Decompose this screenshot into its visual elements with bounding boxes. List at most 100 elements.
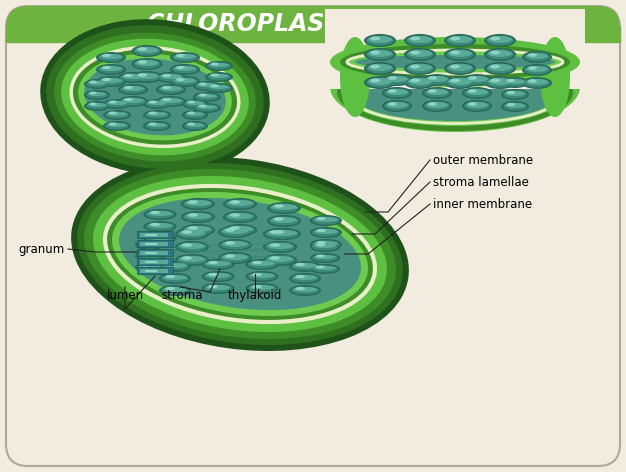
Ellipse shape	[120, 98, 146, 106]
Ellipse shape	[103, 121, 131, 131]
Ellipse shape	[193, 81, 221, 91]
Ellipse shape	[267, 228, 301, 240]
Ellipse shape	[267, 215, 301, 227]
Ellipse shape	[158, 85, 184, 93]
Ellipse shape	[295, 287, 305, 290]
Ellipse shape	[488, 50, 512, 57]
Ellipse shape	[122, 98, 144, 103]
Ellipse shape	[225, 226, 255, 235]
Ellipse shape	[388, 76, 397, 80]
Ellipse shape	[462, 100, 492, 112]
Ellipse shape	[138, 60, 147, 64]
Ellipse shape	[274, 204, 284, 208]
Ellipse shape	[141, 253, 150, 255]
Ellipse shape	[202, 271, 235, 282]
Ellipse shape	[247, 285, 277, 293]
Ellipse shape	[208, 273, 218, 276]
Ellipse shape	[270, 243, 280, 247]
Ellipse shape	[148, 111, 157, 115]
Ellipse shape	[340, 44, 570, 80]
Ellipse shape	[88, 81, 106, 85]
Ellipse shape	[368, 78, 392, 85]
Ellipse shape	[148, 211, 173, 216]
Ellipse shape	[170, 64, 200, 75]
Ellipse shape	[269, 217, 299, 226]
Ellipse shape	[426, 89, 448, 95]
Ellipse shape	[227, 213, 253, 219]
Ellipse shape	[138, 47, 147, 51]
Ellipse shape	[156, 84, 186, 95]
Ellipse shape	[340, 37, 370, 117]
Ellipse shape	[270, 256, 280, 260]
Ellipse shape	[133, 73, 160, 82]
Ellipse shape	[462, 87, 492, 99]
Ellipse shape	[197, 83, 217, 87]
Ellipse shape	[310, 253, 340, 263]
Ellipse shape	[506, 91, 515, 94]
Ellipse shape	[252, 285, 262, 288]
Ellipse shape	[428, 76, 437, 80]
Ellipse shape	[185, 200, 211, 206]
Ellipse shape	[160, 86, 182, 91]
Ellipse shape	[198, 83, 207, 85]
Ellipse shape	[505, 91, 525, 96]
Ellipse shape	[198, 104, 207, 108]
Ellipse shape	[122, 86, 144, 91]
Ellipse shape	[103, 99, 131, 109]
Ellipse shape	[310, 239, 342, 250]
Ellipse shape	[486, 64, 514, 74]
Ellipse shape	[468, 89, 477, 93]
Ellipse shape	[100, 54, 122, 59]
Ellipse shape	[145, 123, 169, 129]
Ellipse shape	[170, 52, 200, 63]
FancyBboxPatch shape	[6, 6, 620, 466]
Ellipse shape	[208, 285, 218, 288]
Ellipse shape	[289, 273, 321, 284]
Ellipse shape	[203, 261, 232, 269]
Ellipse shape	[468, 76, 477, 80]
Ellipse shape	[225, 228, 235, 232]
Ellipse shape	[446, 64, 474, 74]
Ellipse shape	[141, 263, 150, 267]
Ellipse shape	[46, 25, 264, 169]
Ellipse shape	[122, 74, 144, 79]
Bar	[140, 260, 168, 264]
Ellipse shape	[218, 239, 252, 251]
Ellipse shape	[406, 50, 434, 59]
Ellipse shape	[40, 19, 270, 175]
Ellipse shape	[202, 283, 235, 294]
Ellipse shape	[205, 83, 233, 93]
Ellipse shape	[337, 53, 573, 131]
Ellipse shape	[187, 123, 195, 126]
Ellipse shape	[355, 55, 555, 69]
Ellipse shape	[205, 273, 230, 278]
Ellipse shape	[139, 264, 161, 268]
Ellipse shape	[424, 76, 450, 84]
Ellipse shape	[225, 254, 235, 258]
Ellipse shape	[526, 79, 548, 85]
Ellipse shape	[210, 84, 219, 87]
Ellipse shape	[158, 74, 184, 82]
Ellipse shape	[384, 101, 410, 110]
Ellipse shape	[195, 93, 219, 101]
Ellipse shape	[124, 86, 133, 89]
Ellipse shape	[316, 254, 325, 258]
Ellipse shape	[227, 226, 253, 232]
Ellipse shape	[207, 84, 231, 92]
Ellipse shape	[526, 66, 548, 72]
Ellipse shape	[382, 87, 412, 99]
Ellipse shape	[522, 77, 552, 89]
Ellipse shape	[384, 89, 410, 98]
Ellipse shape	[404, 76, 436, 89]
Ellipse shape	[267, 256, 293, 262]
Ellipse shape	[426, 102, 448, 108]
Ellipse shape	[269, 203, 299, 212]
Ellipse shape	[506, 103, 515, 106]
Ellipse shape	[293, 275, 317, 280]
Ellipse shape	[295, 263, 305, 266]
Ellipse shape	[291, 262, 319, 270]
Ellipse shape	[446, 35, 474, 45]
Bar	[6, 26, 620, 42]
Ellipse shape	[183, 212, 213, 221]
Ellipse shape	[364, 76, 396, 89]
